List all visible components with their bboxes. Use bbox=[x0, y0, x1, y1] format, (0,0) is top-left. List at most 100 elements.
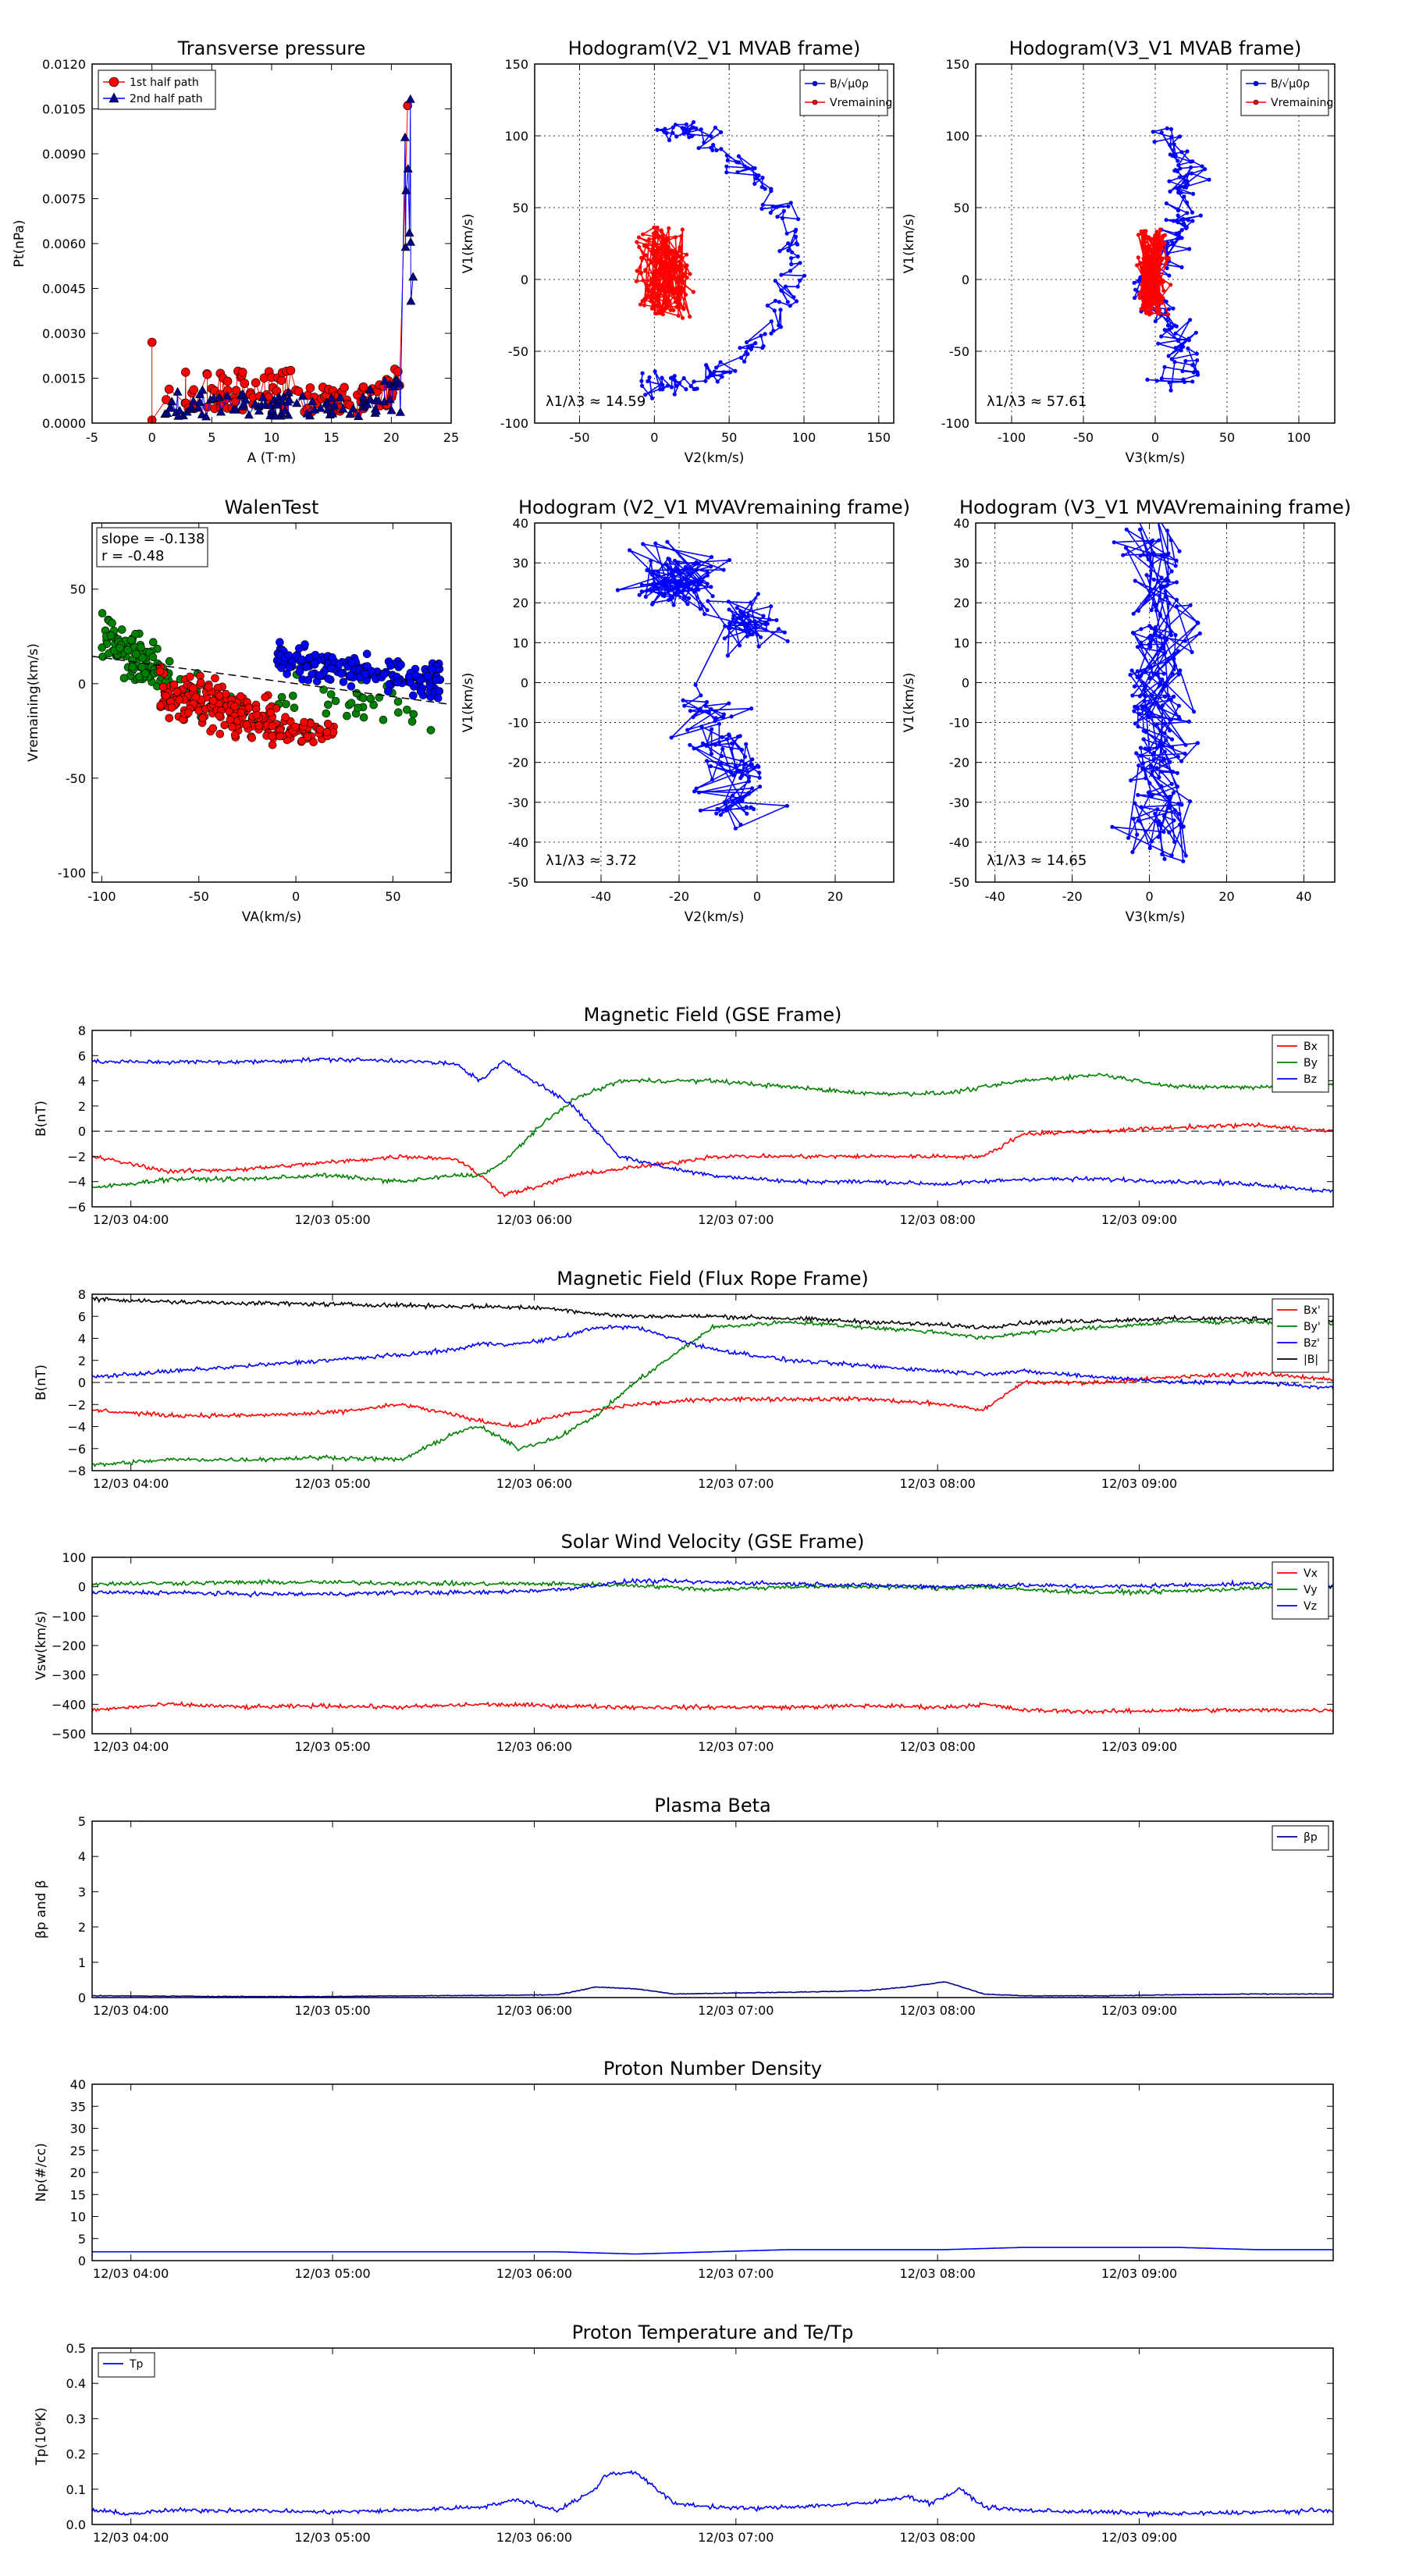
legend-label: By bbox=[1304, 1057, 1318, 1069]
series-b-line-point bbox=[733, 368, 738, 373]
series-b-line-point bbox=[772, 308, 777, 313]
pt-point-2nd bbox=[222, 390, 233, 400]
y-tick-label: 10 bbox=[70, 2210, 86, 2225]
series-v-line-point bbox=[1141, 761, 1146, 766]
y-tick-label: −200 bbox=[52, 1638, 86, 1653]
y-tick-label: 0.0015 bbox=[42, 372, 86, 386]
y-tick-label: −2 bbox=[67, 1149, 86, 1164]
series-b-line-point bbox=[640, 383, 645, 388]
series-vremaining-line-point bbox=[685, 252, 689, 257]
series-b-line-point bbox=[1173, 331, 1178, 336]
y-tick-label: 0 bbox=[78, 1991, 86, 2005]
series-v-line-point bbox=[745, 770, 750, 774]
series-v-line-point bbox=[1197, 631, 1202, 636]
bgse-title: Magnetic Field (GSE Frame) bbox=[584, 1004, 842, 1026]
series-vremaining-line-point bbox=[653, 262, 658, 267]
series-v-line-point bbox=[1140, 705, 1144, 710]
series-vremaining-line-point bbox=[1155, 233, 1161, 238]
series-v-line-point bbox=[1168, 728, 1172, 733]
y-tick-label: 150 bbox=[504, 57, 528, 72]
series-b-line-point bbox=[724, 164, 729, 169]
series-b-line-point bbox=[1173, 346, 1178, 350]
series-b-line-point bbox=[665, 383, 670, 388]
walen-point bbox=[131, 629, 140, 639]
series-v-line-point bbox=[1135, 645, 1140, 649]
series-v-line-point bbox=[1183, 742, 1188, 747]
series-v-line-point bbox=[1123, 546, 1129, 550]
walen-point bbox=[335, 660, 344, 668]
x-tick-label: 12/03 05:00 bbox=[294, 1739, 370, 1754]
series-v-line-point bbox=[1147, 708, 1151, 713]
series-vremaining-line-point bbox=[1154, 229, 1159, 234]
x-tick-label: 50 bbox=[721, 430, 737, 445]
series-b-line-point bbox=[735, 170, 740, 175]
series-vremaining-line-point bbox=[1161, 279, 1166, 284]
series-b-line-point bbox=[742, 359, 747, 364]
series-vremaining-line-point bbox=[643, 253, 648, 258]
series-v-line-point bbox=[672, 558, 678, 563]
series-b-line-point bbox=[1169, 357, 1174, 361]
series-vremaining-line-point bbox=[651, 283, 656, 288]
x-tick-label: 12/03 07:00 bbox=[698, 1212, 774, 1227]
walen-point bbox=[119, 674, 129, 683]
series-v-line-point bbox=[1159, 770, 1164, 774]
pt-point-2nd bbox=[354, 411, 364, 421]
legend-label: Vy bbox=[1304, 1584, 1318, 1596]
walen-point bbox=[268, 721, 277, 731]
series-v-line-point bbox=[748, 632, 752, 637]
y-tick-label: 5 bbox=[78, 2232, 86, 2247]
series-b-line-point bbox=[1190, 363, 1195, 368]
tp-title: Proton Temperature and Te/Tp bbox=[572, 2322, 854, 2343]
series-v-line-point bbox=[727, 626, 732, 631]
series-v-line-point bbox=[1176, 714, 1181, 719]
series-b-line-point bbox=[751, 166, 756, 171]
series-v-line-point bbox=[706, 710, 711, 715]
series-v-line-point bbox=[655, 585, 660, 590]
y-tick-label: -10 bbox=[949, 716, 969, 731]
series-v-line-point bbox=[705, 582, 710, 586]
series-vremaining-line-point bbox=[678, 247, 682, 252]
series-v-line-point bbox=[1161, 756, 1166, 761]
series-b-line-point bbox=[702, 141, 706, 145]
walen-point bbox=[155, 667, 165, 676]
series-b-line-point bbox=[1190, 159, 1195, 164]
series-v-line-point bbox=[731, 616, 736, 621]
walen-point bbox=[149, 638, 158, 647]
series-vremaining-line-point bbox=[680, 227, 685, 232]
walen-point bbox=[281, 713, 290, 722]
series-b-line-point bbox=[754, 176, 759, 181]
pt-xlabel: A (T·m) bbox=[247, 450, 297, 466]
series-b-line-point bbox=[1168, 388, 1173, 393]
pt-point-1st bbox=[237, 368, 247, 377]
series-b-line-point bbox=[785, 300, 790, 304]
series-b-line-point bbox=[1171, 240, 1176, 245]
legend-marker-2nd bbox=[108, 92, 119, 103]
walen-point bbox=[352, 688, 361, 698]
series-v-line-point bbox=[684, 577, 688, 582]
series-v-line-point bbox=[1135, 669, 1140, 674]
series-v-line-point bbox=[745, 811, 749, 816]
series-v-line-point bbox=[756, 644, 761, 649]
series-b-line-point bbox=[1195, 358, 1200, 363]
walen-fit-line bbox=[92, 655, 451, 706]
series-b-line-point bbox=[745, 165, 750, 170]
series-v-line-point bbox=[694, 786, 699, 791]
series-v-line-point bbox=[703, 703, 708, 709]
walen-point bbox=[408, 691, 418, 700]
series-v-line-point bbox=[1168, 795, 1172, 799]
y-tick-label: 0.0105 bbox=[42, 102, 86, 117]
series-v-line-point bbox=[1151, 702, 1155, 706]
series-v-line-point bbox=[1135, 675, 1140, 680]
series-v-line-point bbox=[705, 573, 710, 578]
series-vremaining-line-point bbox=[639, 255, 644, 260]
bgse-ylabel: B(nT) bbox=[34, 1101, 49, 1137]
series-v-line-point bbox=[670, 569, 675, 574]
pt-point-2nd bbox=[315, 403, 325, 412]
series-vremaining-line-point bbox=[643, 268, 648, 272]
pt-point-2nd bbox=[214, 392, 224, 401]
series-vremaining-line-point bbox=[656, 245, 661, 250]
series-v-line-point bbox=[1154, 672, 1159, 677]
series-v-line-point bbox=[1147, 624, 1152, 628]
series-b-line-point bbox=[725, 158, 730, 163]
series-vremaining-line-point bbox=[649, 260, 654, 265]
